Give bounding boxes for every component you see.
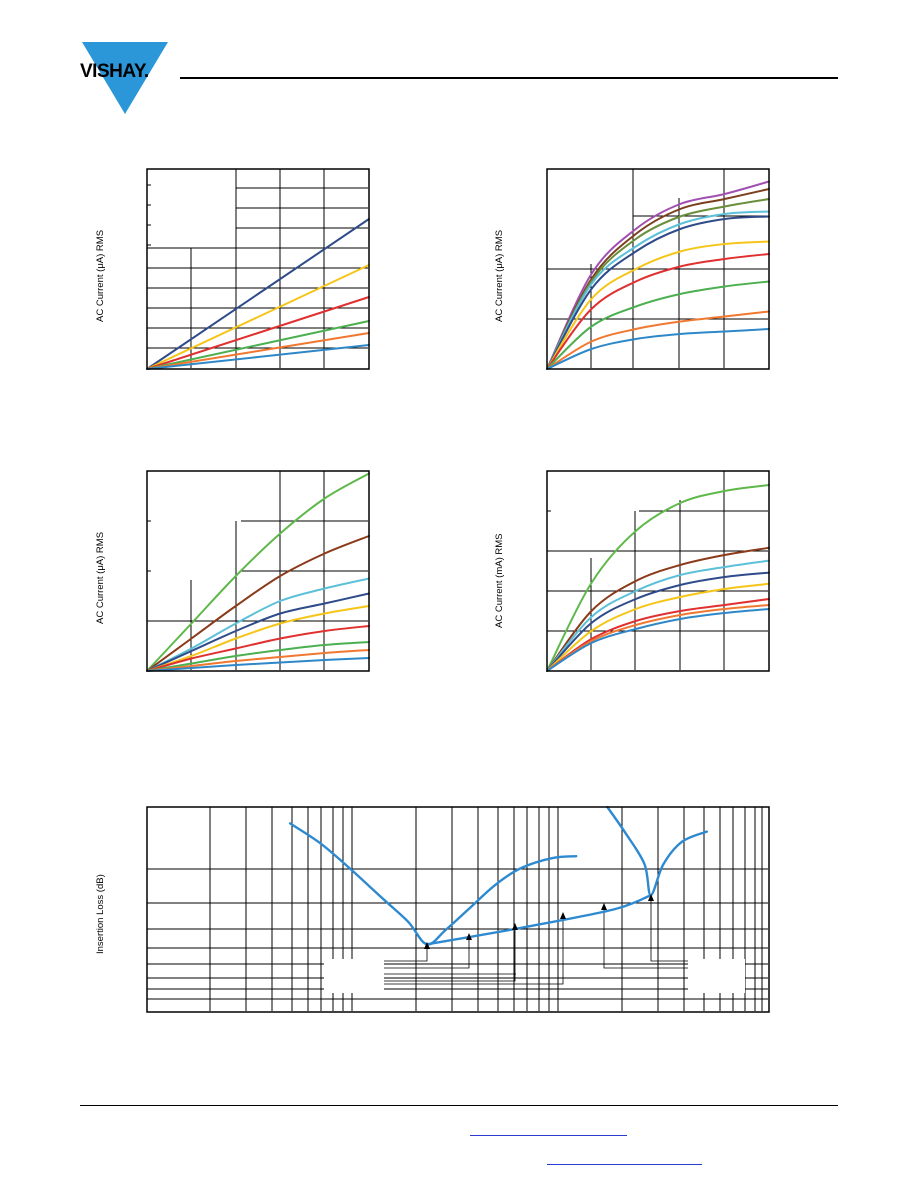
- chart3-series-5: [146, 605, 370, 672]
- chart4-ylabel: AC Current (mA) RMS: [494, 533, 505, 628]
- chart2-series-4: [546, 210, 770, 370]
- chart3-grid: [147, 471, 368, 670]
- chart5-grid: [147, 807, 768, 1011]
- chart1-ylabel: AC Current (μA) RMS: [95, 229, 106, 322]
- chart2-ylabel: AC Current (μA) RMS: [494, 229, 505, 322]
- vishay-logo: VISHAY.: [80, 40, 170, 116]
- chart4: [546, 470, 770, 672]
- chart2-series-6: [546, 240, 770, 370]
- chart4-series-3: [546, 559, 770, 672]
- chart1-series-2: [146, 264, 370, 370]
- chart5-series-1: [288, 822, 578, 946]
- chart1-grid: [147, 169, 368, 368]
- chart3-series-1: [146, 472, 370, 672]
- chart3-series-8: [146, 649, 370, 672]
- chart4-series-8: [546, 608, 770, 672]
- chart3: [146, 470, 370, 672]
- chart2: [546, 168, 770, 370]
- chart4-series-5: [546, 582, 770, 672]
- chart4-series-6: [546, 598, 770, 672]
- chart4-series-1: [546, 484, 770, 672]
- chart5: [146, 806, 770, 1013]
- chart4-series-4: [546, 571, 770, 672]
- chart3-series-2: [146, 535, 370, 672]
- chart4-series-2: [546, 546, 770, 672]
- chart2-series-8: [546, 280, 770, 370]
- chart1-series-1: [146, 218, 370, 370]
- chart4-series-7: [546, 604, 770, 672]
- chart5-series-2: [425, 894, 652, 946]
- chart1-series-5: [146, 332, 370, 370]
- chart2-series-3: [546, 198, 770, 370]
- chart2-series-1: [546, 180, 770, 370]
- chart1-series-6: [146, 344, 370, 370]
- chart5-leaders: [384, 898, 688, 985]
- chart1: [146, 168, 370, 370]
- chart3-ylabel: AC Current (μA) RMS: [95, 531, 106, 624]
- footer-link-2[interactable]: [547, 1164, 702, 1165]
- chart2-grid: [547, 169, 768, 368]
- chart3-series-4: [146, 592, 370, 672]
- chart5-arrows: [424, 894, 654, 949]
- chart5-ylabel: Insertion Loss (dB): [95, 874, 106, 954]
- logo-triangle: [82, 42, 168, 114]
- chart3-series-3: [146, 577, 370, 672]
- chart1-series-3: [146, 296, 370, 370]
- footer-rule: [80, 1105, 838, 1106]
- chart2-series-9: [546, 310, 770, 370]
- chart3-series-6: [146, 625, 370, 672]
- chart3-series-9: [146, 657, 370, 672]
- chart2-series-7: [546, 253, 770, 370]
- chart3-series-7: [146, 641, 370, 672]
- logo-text: VISHAY.: [80, 61, 149, 82]
- chart2-series-10: [546, 328, 770, 370]
- header-rule: [180, 77, 838, 79]
- chart2-series-5: [546, 215, 770, 370]
- footer-link-1[interactable]: [470, 1135, 627, 1136]
